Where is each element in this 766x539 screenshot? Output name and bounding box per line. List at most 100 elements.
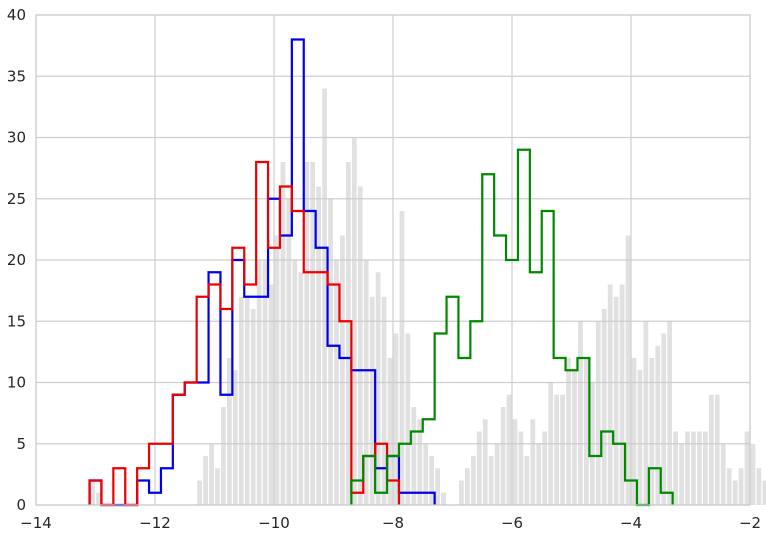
background-bar bbox=[375, 272, 381, 505]
background-bar bbox=[619, 284, 625, 505]
x-tick-label: −6 bbox=[501, 514, 523, 532]
background-bar bbox=[328, 198, 333, 505]
background-bar bbox=[625, 235, 631, 505]
background-bar bbox=[346, 162, 351, 505]
background-bar bbox=[518, 431, 524, 505]
background-bar bbox=[714, 394, 720, 505]
background-bar bbox=[762, 480, 766, 505]
background-bar bbox=[227, 358, 232, 505]
background-bar bbox=[732, 480, 738, 505]
background-bar bbox=[500, 407, 506, 505]
background-bar bbox=[393, 333, 399, 505]
series-step-line-2 bbox=[88, 160, 401, 507]
y-tick-label: 20 bbox=[7, 251, 26, 269]
background-bar bbox=[589, 382, 595, 505]
background-bar bbox=[232, 370, 238, 505]
background-bar bbox=[256, 260, 262, 505]
background-bar bbox=[357, 186, 363, 505]
background-bar bbox=[601, 309, 607, 505]
background-bar bbox=[512, 419, 518, 505]
background-bar bbox=[340, 235, 345, 505]
y-tick-label: 25 bbox=[7, 190, 26, 208]
background-bar bbox=[90, 480, 95, 505]
background-bar bbox=[381, 296, 387, 505]
background-bar bbox=[470, 456, 476, 505]
background-bar bbox=[542, 431, 548, 505]
background-bar bbox=[566, 358, 571, 505]
background-bar bbox=[506, 394, 512, 505]
background-bar bbox=[697, 431, 702, 505]
background-bar bbox=[720, 443, 726, 505]
background-bar bbox=[685, 431, 690, 505]
background-bar bbox=[548, 382, 554, 505]
background-bar bbox=[96, 492, 101, 505]
background-bar bbox=[631, 358, 637, 505]
background-bar bbox=[607, 284, 613, 505]
x-tick-label: −8 bbox=[382, 514, 404, 532]
background-bar bbox=[310, 162, 316, 505]
background-bar bbox=[679, 443, 684, 505]
background-bar bbox=[655, 345, 661, 505]
background-bar bbox=[363, 260, 369, 505]
background-bar bbox=[673, 431, 678, 505]
background-bar bbox=[423, 443, 429, 505]
background-bar bbox=[726, 468, 732, 505]
background-bar bbox=[482, 419, 488, 505]
background-bar bbox=[530, 419, 536, 505]
background-bar bbox=[524, 456, 530, 505]
background-bar bbox=[203, 456, 208, 505]
background-bar bbox=[578, 321, 583, 505]
x-tick-label: −14 bbox=[20, 514, 52, 532]
background-bar bbox=[649, 358, 655, 505]
series-step-line-1 bbox=[88, 38, 436, 507]
y-tick-label: 5 bbox=[16, 435, 26, 453]
background-bar bbox=[250, 309, 256, 505]
background-bar bbox=[554, 394, 559, 505]
series-lines bbox=[88, 38, 674, 507]
background-bar bbox=[411, 407, 417, 505]
y-tick-label: 0 bbox=[16, 496, 26, 514]
background-bar bbox=[215, 468, 220, 505]
background-bar bbox=[316, 186, 321, 505]
plot-frame bbox=[35, 14, 751, 506]
background-bar bbox=[584, 358, 589, 505]
background-bar bbox=[435, 468, 440, 505]
background-bar bbox=[387, 358, 393, 505]
background-bar bbox=[429, 456, 435, 505]
background-bar bbox=[334, 260, 339, 505]
background-bar bbox=[197, 480, 202, 505]
y-tick-label: 15 bbox=[7, 312, 26, 330]
y-tick-labels: 0 5 10 15 20 25 30 35 40 bbox=[7, 6, 26, 514]
y-tick-label: 35 bbox=[7, 67, 26, 85]
background-bar bbox=[691, 431, 696, 505]
x-tick-label: −4 bbox=[620, 514, 642, 532]
background-bar bbox=[667, 321, 673, 505]
background-bar bbox=[244, 296, 250, 505]
background-bar bbox=[756, 468, 762, 505]
background-bar bbox=[476, 431, 482, 505]
background-bar bbox=[292, 260, 298, 505]
background-bar bbox=[286, 198, 292, 505]
background-bar bbox=[322, 88, 327, 505]
x-tick-label: −2 bbox=[739, 514, 761, 532]
background-bar bbox=[441, 492, 446, 505]
background-bar bbox=[238, 296, 244, 505]
background-bar bbox=[209, 443, 214, 505]
background-bar bbox=[595, 321, 601, 505]
background-bar bbox=[274, 235, 280, 505]
background-bar bbox=[703, 431, 708, 505]
background-bar bbox=[494, 443, 500, 505]
background-bar bbox=[459, 480, 464, 505]
background-bar bbox=[613, 296, 619, 505]
x-tick-labels: −14 −12 −10 −8 −6 −4 −2 bbox=[20, 514, 761, 532]
background-bar bbox=[221, 407, 226, 505]
background-bar bbox=[369, 296, 375, 505]
background-bar bbox=[661, 333, 667, 505]
series-step-line-3 bbox=[350, 148, 674, 507]
background-bar bbox=[738, 468, 744, 505]
y-tick-label: 40 bbox=[7, 6, 26, 24]
y-tick-label: 30 bbox=[7, 129, 26, 147]
background-bar bbox=[572, 370, 577, 505]
background-bar bbox=[637, 370, 643, 505]
